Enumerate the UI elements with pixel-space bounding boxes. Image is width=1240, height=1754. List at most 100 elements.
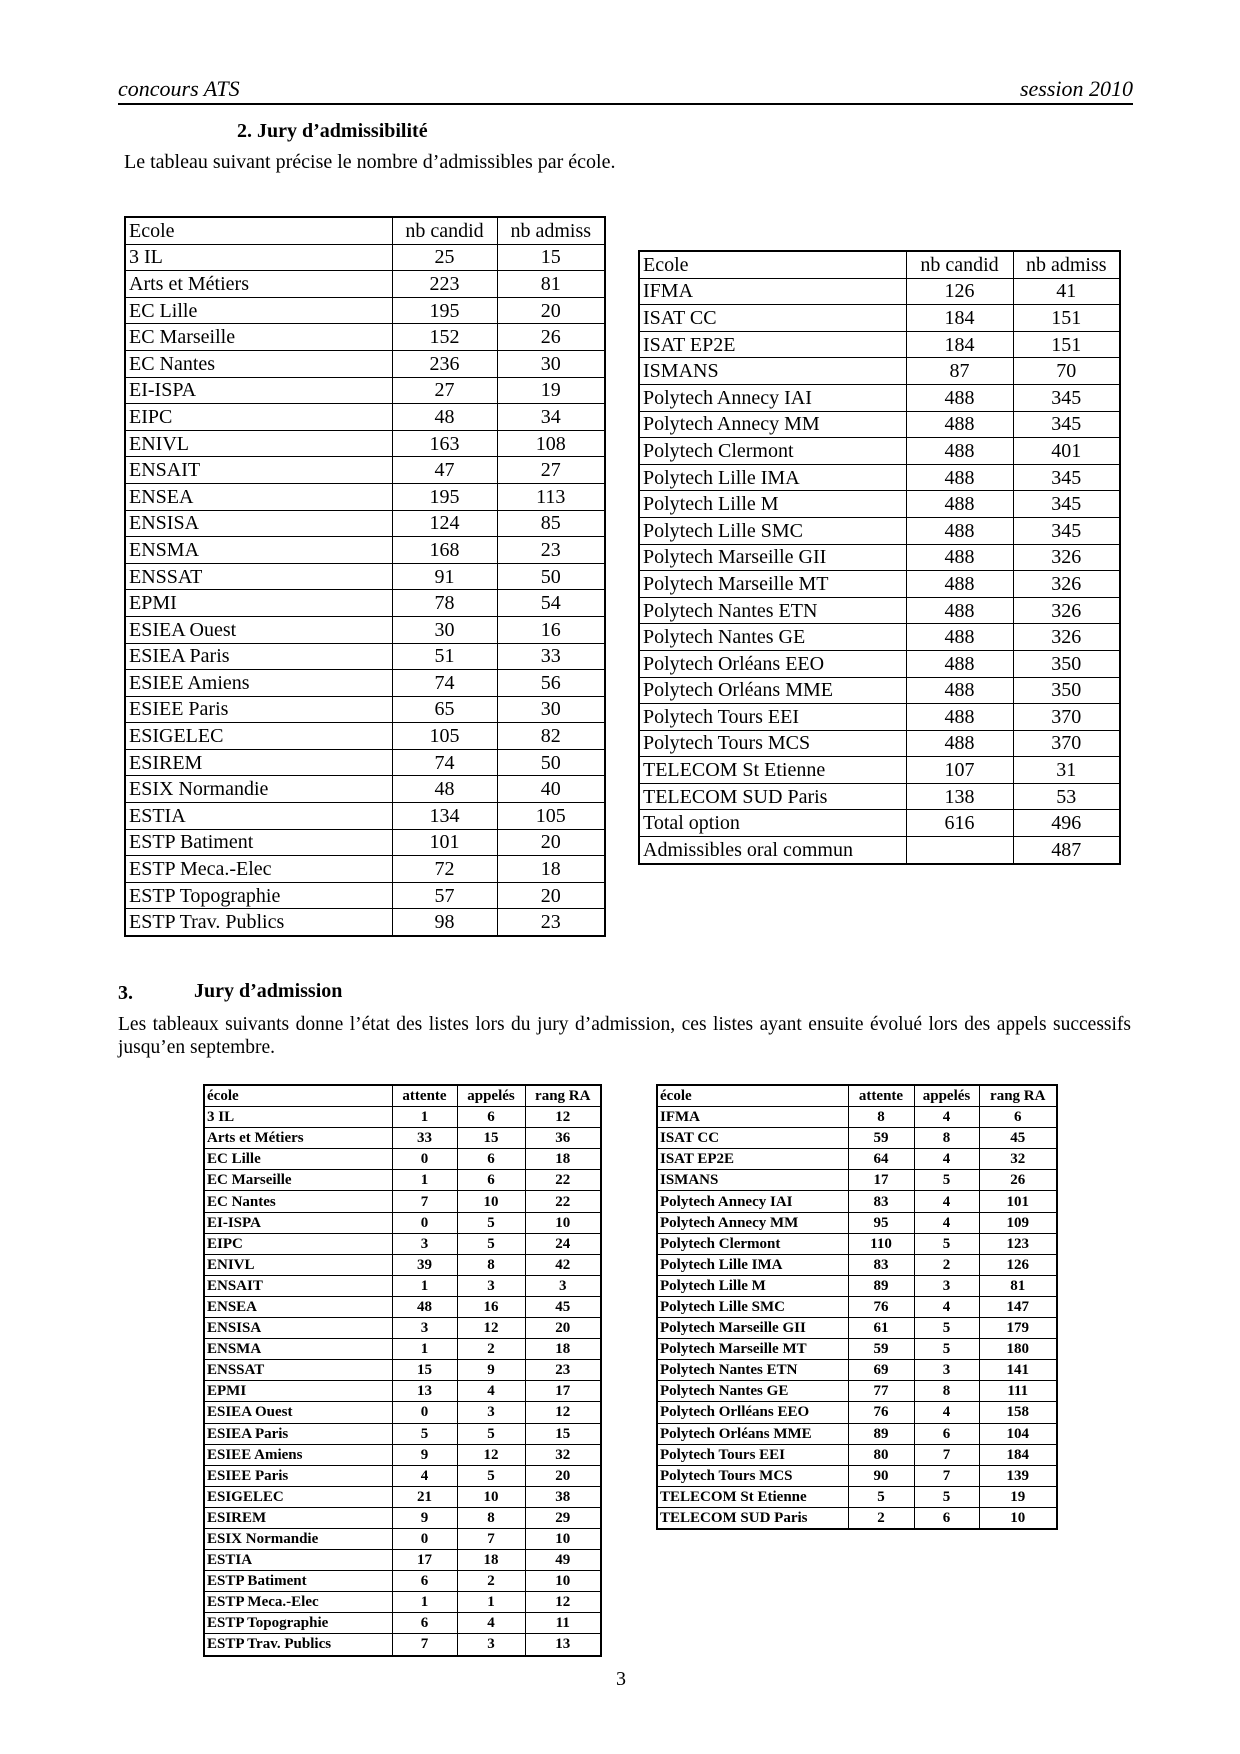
table-row: Polytech Lille M 488 345 [638,490,1121,518]
value-cell: 488 [905,649,1014,678]
school-name-cell: ENSISA [203,1317,393,1340]
table-row: ESIEA Paris 51 33 [124,642,606,671]
value-cell: 111 [978,1380,1058,1403]
value-cell: 223 [391,270,498,298]
table-row: Admissibles oral commun 487 [638,836,1121,865]
value-cell: 4 [913,1148,980,1171]
school-name-cell: Polytech Lille SMC [656,1295,849,1319]
value-cell: 77 [847,1380,915,1403]
value-cell: 3 [391,1317,458,1340]
table-row: Polytech Orléans MME 89 6 104 [656,1422,1058,1445]
value-cell: 23 [524,1359,602,1382]
column-header: école [656,1084,849,1108]
value-cell: 30 [391,615,498,644]
value-cell: 50 [496,562,606,591]
value-cell: 20 [496,828,606,857]
school-name-cell: ESTP Trav. Publics [203,1633,393,1657]
value-cell: 3 [456,1401,526,1424]
table-row: TELECOM St Etienne 5 5 19 [656,1485,1058,1508]
table-row: Polytech Annecy IAI 83 4 101 [656,1190,1058,1213]
value-cell: 151 [1012,330,1121,359]
table-row: Polytech Clermont 110 5 123 [656,1232,1058,1255]
value-cell: 89 [847,1422,915,1445]
value-cell: 123 [978,1232,1058,1255]
value-cell: 33 [391,1127,458,1150]
value-cell: 42 [524,1253,602,1276]
admission-table-right: école attente appelés rang RA IFMA 8 4 6 ISAT CC… [656,1084,1058,1530]
table-row: EIPC 48 34 [124,403,606,431]
value-cell: 488 [905,410,1014,439]
value-cell: 27 [496,456,606,484]
value-cell: 107 [905,756,1014,784]
value-cell: 13 [391,1380,458,1403]
value-cell: 350 [1012,649,1121,678]
school-name-cell: IFMA [638,277,907,306]
school-name-cell: ESIREM [203,1506,393,1529]
school-name-cell: ENSSAT [203,1359,393,1382]
table-row: ESIREM 74 50 [124,748,606,777]
school-name-cell: Polytech Annecy IAI [656,1190,849,1213]
table-row: Polytech Marseille GII 488 326 [638,543,1121,572]
school-name-cell: Polytech Annecy MM [656,1211,849,1234]
value-cell: 19 [496,376,606,405]
school-name-cell: TELECOM SUD Paris [656,1506,849,1530]
value-cell: 20 [524,1464,602,1487]
column-header: nb candid [905,250,1014,279]
school-name-cell: ESTP Trav. Publics [124,908,393,937]
value-cell: 179 [978,1317,1058,1340]
table-row: ESIEA Ouest 0 3 12 [203,1401,602,1424]
value-cell: 326 [1012,570,1121,598]
table-row: ENSAIT 47 27 [124,456,606,484]
admission-table-left: école attente appelés rang RA 3 IL 1 6 12 Arts e… [203,1084,602,1657]
section-2-intro: Le tableau suivant précise le nombre d’a… [124,151,616,173]
school-name-cell: Polytech Orléans MME [656,1422,849,1445]
value-cell: 20 [496,881,606,910]
value-cell: 57 [391,881,498,910]
value-cell: 110 [847,1232,915,1255]
value-cell: 78 [391,589,498,617]
school-name-cell: ENSAIT [203,1274,393,1297]
value-cell: 488 [905,463,1014,492]
value-cell: 488 [905,676,1014,705]
admissibility-table-left: Ecole nb candid nb admiss 3 IL 25 15 Arts et M… [124,216,606,938]
value-cell: 18 [524,1148,602,1171]
header-row: Ecole nb candid nb admiss [638,250,1121,279]
table-row: Polytech Tours EEI 488 370 [638,703,1121,731]
school-name-cell: EIPC [203,1232,393,1255]
school-name-cell: ESIEA Ouest [203,1401,393,1424]
school-name-cell: Polytech Marseille MT [638,570,907,598]
school-name-cell: EC Marseille [203,1169,393,1192]
value-cell: 3 [456,1633,526,1657]
value-cell: 83 [847,1190,915,1213]
value-cell: 6 [978,1106,1058,1129]
value-cell: 147 [978,1295,1058,1319]
school-name-cell: ISAT CC [638,304,907,332]
value-cell: 4 [913,1106,980,1129]
table-row: ENSSAT 15 9 23 [203,1359,602,1382]
column-header: attente [391,1084,458,1108]
value-cell: 89 [847,1274,915,1297]
table-row: ISAT CC 59 8 45 [656,1127,1058,1150]
table-row: EC Lille 0 6 18 [203,1148,602,1171]
value-cell: 76 [847,1401,915,1424]
table-row: Polytech Orléans EEO 488 350 [638,649,1121,678]
table-row: Polytech Annecy IAI 488 345 [638,383,1121,412]
value-cell: 7 [913,1443,980,1466]
value-cell: 38 [524,1485,602,1508]
value-cell: 64 [847,1148,915,1171]
value-cell: 138 [905,782,1014,811]
school-name-cell: Polytech Tours EEI [638,703,907,731]
value-cell: 20 [524,1317,602,1340]
value-cell: 50 [496,748,606,777]
value-cell: 370 [1012,703,1121,731]
table-row: EIPC 3 5 24 [203,1232,602,1255]
value-cell: 17 [391,1549,458,1572]
table-row: ESTIA 134 105 [124,802,606,830]
table-row: EC Nantes 7 10 22 [203,1190,602,1213]
value-cell: 0 [391,1527,458,1551]
school-name-cell: 3 IL [124,243,393,272]
school-name-cell: ENSMA [203,1338,393,1361]
value-cell: 6 [913,1506,980,1530]
value-cell: 54 [496,589,606,617]
value-cell: 56 [496,669,606,697]
